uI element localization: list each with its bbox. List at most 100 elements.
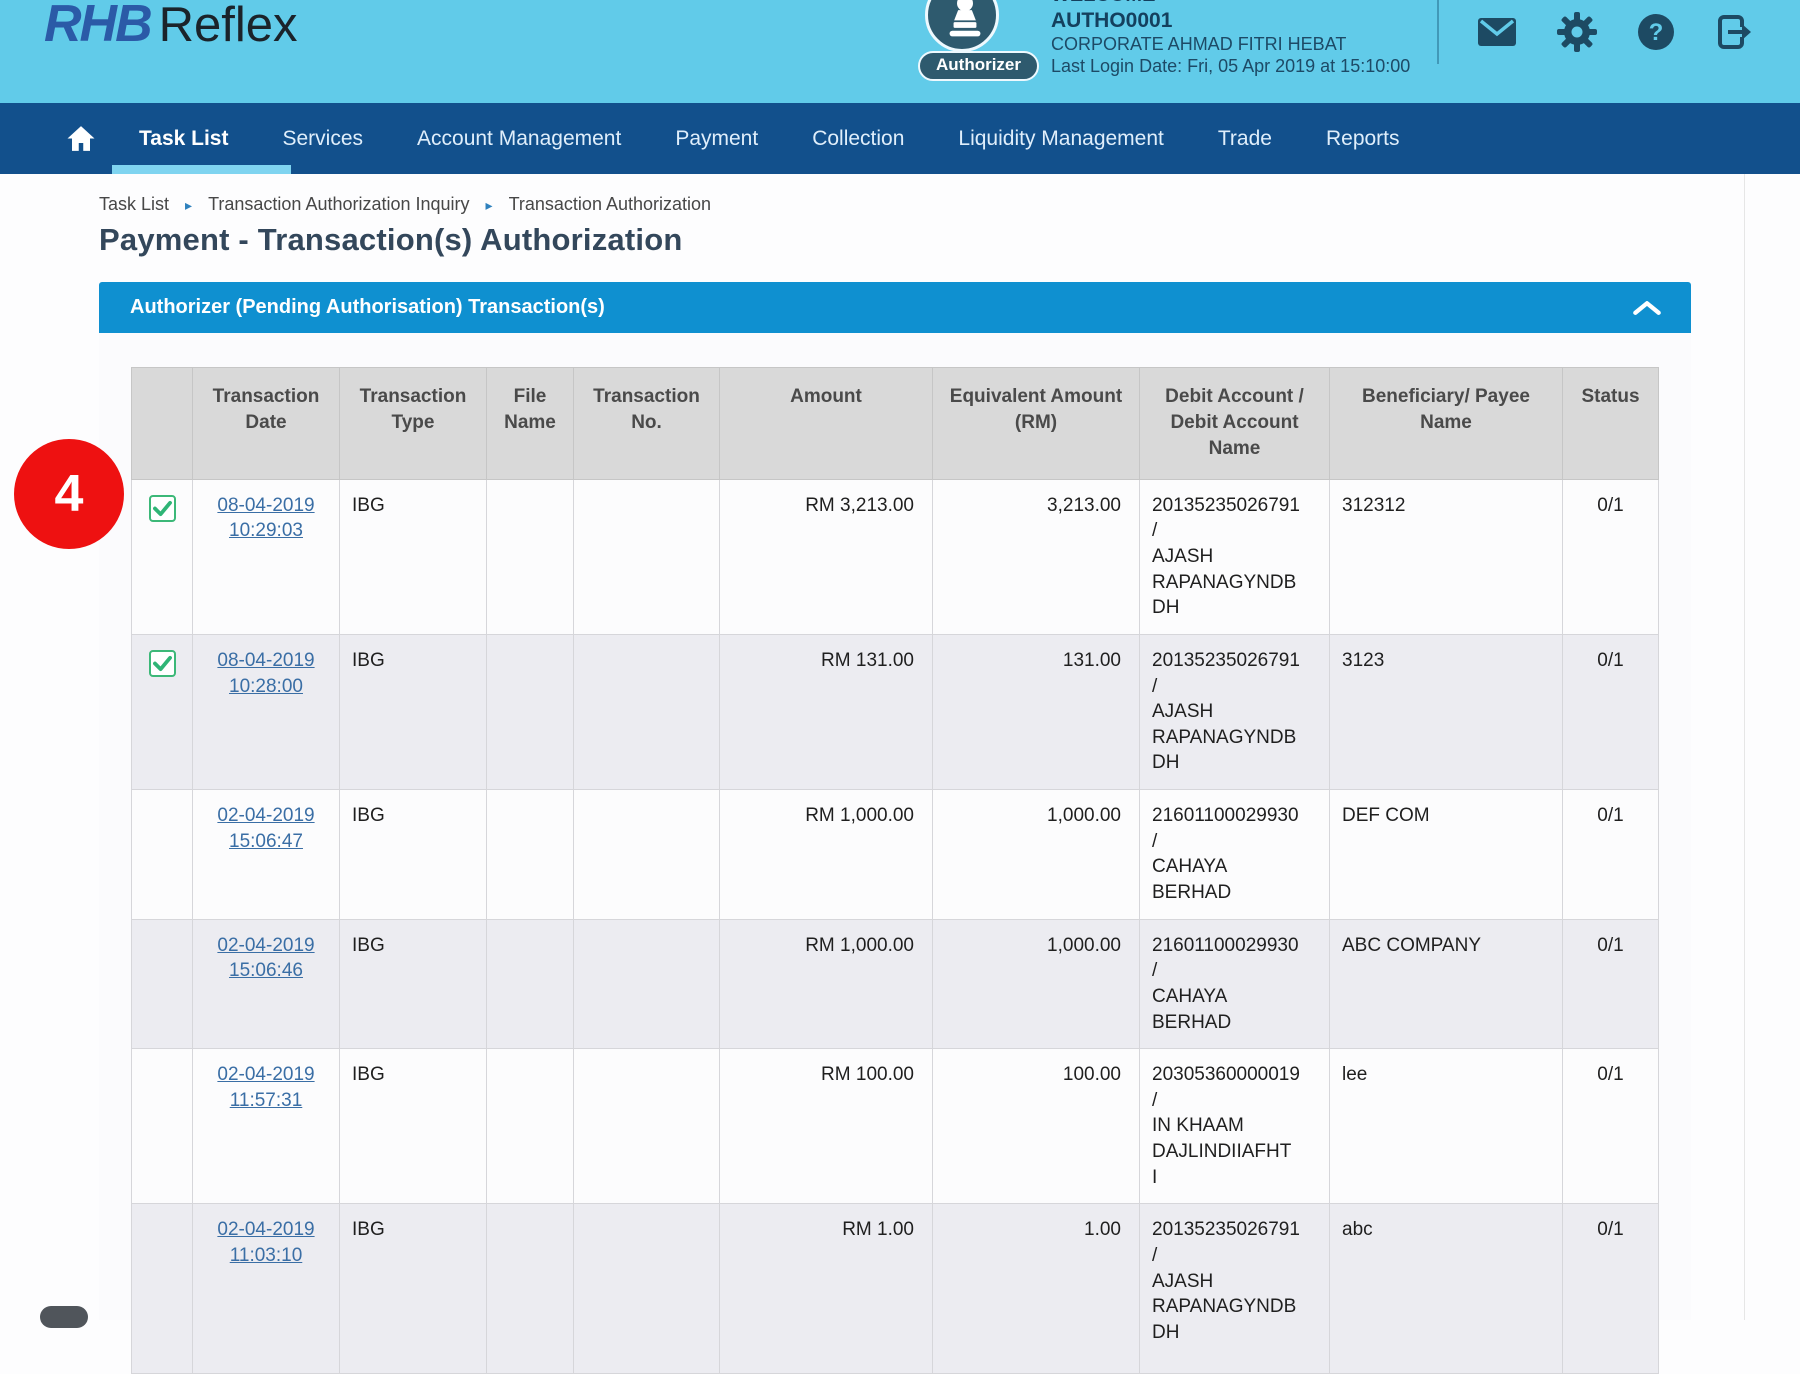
nav-tab-reports[interactable]: Reports [1299, 103, 1427, 174]
table-row: 02-04-2019 11:57:31 IBG RM 100.00 100.00… [131, 1048, 1659, 1205]
transaction-date-link[interactable]: 08-04-2019 10:28:00 [217, 649, 315, 697]
transaction-date-cell: 02-04-2019 15:06:47 [192, 789, 340, 920]
row-select-cell [131, 633, 193, 791]
content-right-divider [1744, 174, 1745, 1320]
logo-rhb-text: RHB [44, 0, 153, 53]
nav-label: Account Management [417, 126, 622, 150]
header-divider [1437, 0, 1439, 64]
main-navigation: Task List Services Account Management Pa… [0, 103, 1800, 174]
beneficiary-cell: 3123 [1329, 633, 1563, 791]
nav-label: Services [282, 126, 364, 150]
amount-cell: RM 1.00 [719, 1203, 933, 1374]
amount-cell: RM 1,000.00 [719, 918, 933, 1050]
transaction-type-cell: IBG [339, 478, 487, 635]
breadcrumb-task-list[interactable]: Task List [99, 194, 170, 214]
equivalent-amount-cell: 1,000.00 [932, 789, 1140, 920]
nav-tab-account-management[interactable]: Account Management [390, 103, 648, 174]
stamp-avatar-icon [949, 0, 981, 37]
debit-account-cell: 21601100029930 / CAHAYA BERHAD [1139, 918, 1330, 1050]
nav-label: Task List [139, 126, 229, 150]
transaction-date-cell: 02-04-2019 11:03:10 [192, 1203, 340, 1374]
rhb-reflex-logo: RHB Reflex [44, 0, 298, 54]
transaction-type-cell: IBG [339, 1048, 487, 1205]
transaction-type-cell: IBG [339, 633, 487, 791]
chevron-right-icon: ▸ [485, 197, 493, 213]
user-avatar [925, 0, 999, 52]
table-header-row: Transaction Date Transaction Type File N… [131, 367, 1659, 480]
debit-account-cell: 21601100029930 / CAHAYA BERHAD [1139, 789, 1330, 920]
row-select-cell [131, 1203, 193, 1374]
svg-text:?: ? [1649, 19, 1664, 46]
transaction-no-cell [573, 789, 720, 920]
nav-tab-collection[interactable]: Collection [785, 103, 931, 174]
transaction-date-cell: 02-04-2019 15:06:46 [192, 918, 340, 1050]
file-name-cell [486, 633, 574, 791]
nav-tab-liquidity-management[interactable]: Liquidity Management [931, 103, 1190, 174]
row-select-cell [131, 789, 193, 920]
table-row: 08-04-2019 10:29:03 IBG RM 3,213.00 3,21… [131, 478, 1659, 635]
status-cell: 0/1 [1562, 1203, 1659, 1374]
pending-count-badge: 4 [14, 439, 124, 549]
breadcrumb-transaction-authorization-inquiry[interactable]: Transaction Authorization Inquiry [208, 194, 470, 214]
debit-account-cell: 20305360000019 / IN KHAAM DAJLINDIIAFHT … [1139, 1048, 1330, 1205]
user-id: AUTHO0001 [1051, 9, 1173, 32]
col-header-debit-account: Debit Account / Debit Account Name [1139, 367, 1330, 480]
row-select-cell [131, 478, 193, 635]
equivalent-amount-cell: 1,000.00 [932, 918, 1140, 1050]
user-info-block: WELCOME AUTHO0001 CORPORATE AHMAD FITRI … [1051, 0, 1410, 78]
help-icon[interactable]: ? [1635, 11, 1677, 53]
logout-icon[interactable] [1713, 11, 1755, 53]
equivalent-amount-cell: 3,213.00 [932, 478, 1140, 635]
checkbox-checked-icon[interactable] [148, 649, 176, 677]
col-header-transaction-no: Transaction No. [573, 367, 720, 480]
file-name-cell [486, 918, 574, 1050]
col-header-beneficiary: Beneficiary/ Payee Name [1329, 367, 1563, 480]
table-row: 02-04-2019 15:06:47 IBG RM 1,000.00 1,00… [131, 789, 1659, 920]
beneficiary-cell: 312312 [1329, 478, 1563, 635]
row-select-cell [131, 1048, 193, 1205]
horizontal-scrollbar-thumb[interactable] [40, 1306, 88, 1328]
active-tab-underline [112, 165, 292, 174]
status-cell: 0/1 [1562, 789, 1659, 920]
table-row: 08-04-2019 10:28:00 IBG RM 131.00 131.00… [131, 633, 1659, 791]
role-badge: Authorizer [918, 51, 1039, 81]
amount-cell: RM 1,000.00 [719, 789, 933, 920]
equivalent-amount-cell: 100.00 [932, 1048, 1140, 1205]
breadcrumb-transaction-authorization[interactable]: Transaction Authorization [508, 194, 712, 214]
table-row: 02-04-2019 15:06:46 IBG RM 1,000.00 1,00… [131, 918, 1659, 1050]
file-name-cell [486, 1203, 574, 1374]
panel-header[interactable]: Authorizer (Pending Authorisation) Trans… [99, 282, 1691, 333]
home-icon[interactable] [50, 103, 112, 174]
chevron-up-icon[interactable] [1631, 299, 1663, 316]
transaction-date-link[interactable]: 08-04-2019 10:29:03 [217, 494, 315, 542]
file-name-cell [486, 789, 574, 920]
pending-transactions-table: Transaction Date Transaction Type File N… [131, 367, 1659, 1374]
checkbox-checked-icon[interactable] [148, 494, 176, 522]
transaction-date-link[interactable]: 02-04-2019 15:06:47 [217, 805, 315, 852]
nav-label: Payment [675, 126, 759, 150]
nav-tab-services[interactable]: Services [255, 103, 390, 174]
col-header-amount: Amount [719, 367, 933, 480]
beneficiary-cell: ABC COMPANY [1329, 918, 1563, 1050]
row-select-cell [131, 918, 193, 1050]
transaction-date-cell: 08-04-2019 10:29:03 [192, 478, 340, 635]
transaction-date-link[interactable]: 02-04-2019 11:57:31 [217, 1064, 315, 1111]
transaction-date-link[interactable]: 02-04-2019 15:06:46 [217, 934, 315, 982]
amount-cell: RM 131.00 [719, 633, 933, 791]
nav-tab-payment[interactable]: Payment [648, 103, 785, 174]
nav-tab-trade[interactable]: Trade [1191, 103, 1299, 174]
transaction-no-cell [573, 478, 720, 635]
file-name-cell [486, 1048, 574, 1205]
welcome-label: WELCOME [1051, 0, 1410, 8]
status-cell: 0/1 [1562, 478, 1659, 635]
mail-icon[interactable] [1476, 11, 1518, 53]
transaction-date-link[interactable]: 02-04-2019 11:03:10 [217, 1219, 315, 1267]
nav-label: Liquidity Management [958, 126, 1164, 150]
gear-icon[interactable] [1556, 11, 1598, 53]
page-title: Payment - Transaction(s) Authorization [99, 222, 683, 257]
transaction-type-cell: IBG [339, 789, 487, 920]
beneficiary-cell: lee [1329, 1048, 1563, 1205]
nav-label: Collection [812, 126, 905, 150]
equivalent-amount-cell: 1.00 [932, 1203, 1140, 1374]
nav-tab-task-list[interactable]: Task List [112, 103, 292, 174]
